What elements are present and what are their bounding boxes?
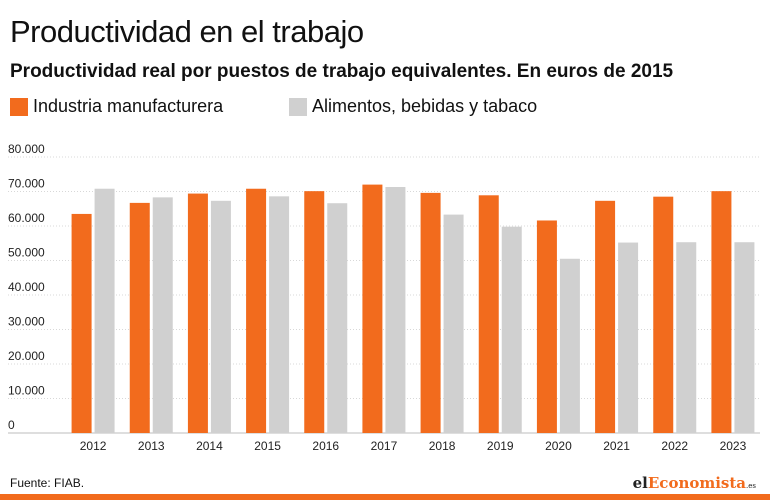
- source-note: Fuente: FIAB.: [10, 476, 85, 490]
- legend-swatch-gray: [289, 97, 307, 116]
- bar-industria: [246, 188, 267, 433]
- bar-alimentos: [210, 200, 231, 433]
- x-tick-label: 2013: [138, 439, 165, 453]
- y-tick-label: 40.000: [8, 280, 45, 294]
- y-tick-label: 60.000: [8, 211, 45, 225]
- bottom-accent-bar: [0, 494, 770, 500]
- bar-alimentos: [559, 258, 580, 433]
- bar-alimentos: [443, 214, 464, 433]
- bar-industria: [653, 196, 674, 433]
- bar-industria: [478, 195, 499, 433]
- logo-accent: Economista: [647, 474, 747, 492]
- y-tick-label: 0: [8, 418, 15, 432]
- x-tick-label: 2021: [603, 439, 630, 453]
- bar-alimentos: [269, 196, 290, 433]
- y-tick-label: 20.000: [8, 349, 45, 363]
- y-tick-label: 80.000: [8, 142, 45, 156]
- bar-alimentos: [385, 187, 406, 433]
- bar-chart: 80.000 70.000 60.000 50.000 40.000 30.000 20.0…: [8, 142, 760, 453]
- legend-label: Alimentos, bebidas y tabaco: [312, 96, 538, 116]
- x-tick-label: 2018: [429, 439, 456, 453]
- bar-alimentos: [501, 226, 522, 433]
- bar-industria: [362, 184, 383, 433]
- x-tick-label: 2012: [80, 439, 107, 453]
- y-tick-label: 30.000: [8, 315, 45, 329]
- logo-tld: .es: [746, 482, 756, 490]
- brand-logo: elEconomista.es: [633, 474, 756, 492]
- x-tick-label: 2022: [661, 439, 688, 453]
- bar-industria: [304, 191, 325, 433]
- bar-industria: [536, 220, 557, 433]
- y-tick-label: 50.000: [8, 246, 45, 260]
- y-tick-label: 10.000: [8, 384, 45, 398]
- bar-alimentos: [676, 242, 697, 433]
- bar-industria: [595, 200, 616, 433]
- bar-industria: [420, 192, 441, 433]
- x-tick-label: 2023: [720, 439, 747, 453]
- bar-alimentos: [94, 188, 115, 433]
- x-tick-label: 2014: [196, 439, 223, 453]
- logo-prefix: el: [632, 474, 648, 492]
- bar-alimentos: [152, 197, 173, 433]
- legend-swatch-orange: [10, 97, 28, 116]
- x-tick-label: 2019: [487, 439, 514, 453]
- x-tick-label: 2017: [371, 439, 398, 453]
- x-tick-label: 2016: [312, 439, 339, 453]
- chart-subtitle: Productividad real por puestos de trabaj…: [10, 61, 674, 82]
- legend-item-industria: Industria manufacturera: [10, 96, 223, 117]
- bar-industria: [129, 202, 150, 433]
- bar-alimentos: [327, 203, 348, 433]
- legend-label: Industria manufacturera: [33, 96, 224, 116]
- bar-industria: [187, 193, 208, 433]
- chart-title: Productividad en el trabajo: [10, 14, 364, 49]
- x-tick-label: 2020: [545, 439, 572, 453]
- bar-industria: [711, 191, 732, 433]
- bar-alimentos: [734, 242, 755, 433]
- legend-item-alimentos: Alimentos, bebidas y tabaco: [289, 96, 537, 117]
- bar-industria: [71, 213, 92, 433]
- x-tick-label: 2015: [254, 439, 281, 453]
- y-tick-label: 70.000: [8, 177, 45, 191]
- bar-alimentos: [618, 242, 639, 433]
